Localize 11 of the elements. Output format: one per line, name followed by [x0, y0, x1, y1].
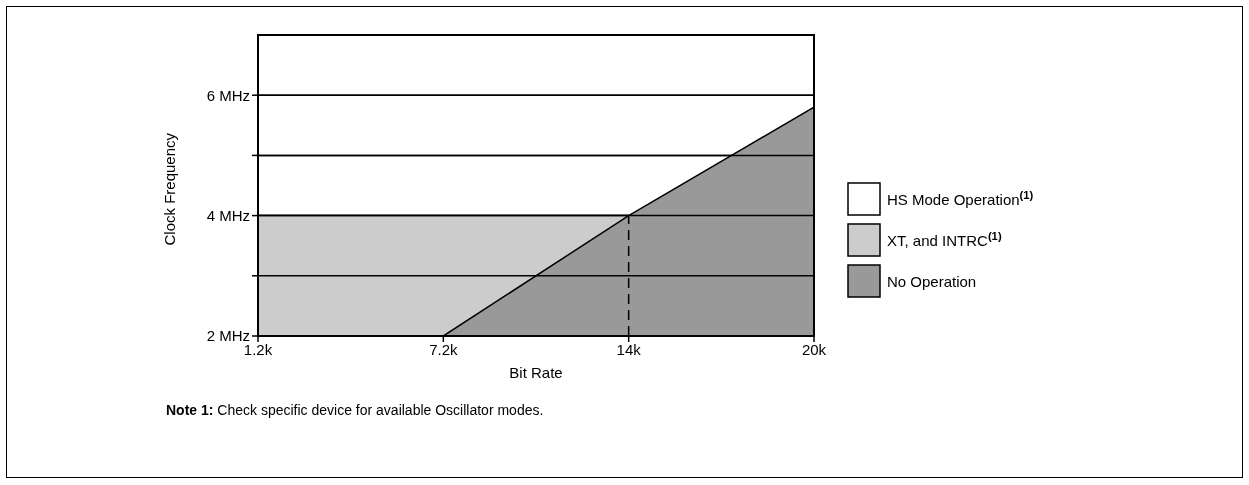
x-tick-label: 14k: [616, 340, 642, 358]
x-tick-label: 7.2k: [429, 340, 459, 358]
text: Note 1: Check specific device for available Oscillator modes.: [166, 402, 544, 418]
y-tick-label: 4 MHz: [206, 206, 250, 224]
legend-label: No Operation: [887, 272, 977, 290]
legend-label: XT, and INTRC$^{(1)}$: [887, 229, 1002, 249]
legend-label: HS Mode Operation$^{(1)}$: [887, 188, 1034, 208]
x-tick-label: 20k: [801, 340, 827, 358]
y-axis-title: Clock Frequency: [161, 132, 179, 246]
y-tick-label: 6 MHz: [206, 86, 250, 104]
x-axis-title: Bit Rate: [509, 364, 563, 381]
